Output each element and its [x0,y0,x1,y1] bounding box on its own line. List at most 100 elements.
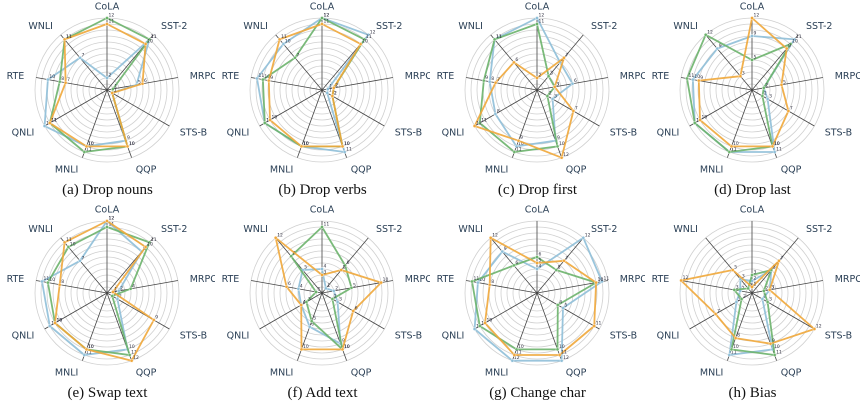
axis-label-qnli: QNLI [12,331,35,342]
data-point-orange [770,144,775,149]
data-value-label: 11 [596,321,602,327]
data-point-blue [320,267,324,271]
series-line-orange [680,259,816,345]
data-point-orange [571,109,576,113]
data-point-green [111,87,115,91]
data-value-label: 11 [731,147,737,153]
series-line-green [290,226,353,351]
data-point-orange [594,280,598,285]
data-value-label: 11 [346,147,352,153]
radar-chart: CoLASST-2MRPCSTS-BQQPMNLIQNLIRTEWNLI2532… [652,205,860,379]
data-point-blue [760,297,765,301]
data-value-label: 11 [281,34,287,40]
data-value-label: 7 [82,255,85,261]
series-line-orange [54,220,155,362]
data-point-orange [767,288,772,292]
data-point-green [320,16,324,20]
panel-caption: (g) Change char [489,385,586,401]
data-value-label: 7 [790,106,793,112]
data-value-label: 10 [88,141,94,147]
data-point-green [514,347,519,352]
data-point-orange [472,124,477,128]
data-point-orange [697,78,701,83]
data-value-label: 10 [559,141,565,147]
data-value-label: 3 [554,94,557,100]
data-value-label: 7 [297,52,300,58]
data-point-green [263,121,267,125]
data-value-label: 2 [334,294,337,300]
data-value-label: 11 [131,350,137,356]
data-point-blue [487,79,492,84]
data-value-label: 10 [694,74,700,80]
axis-label-mrpc: MRPC [835,274,860,285]
data-value-label: 2 [764,91,767,97]
data-point-blue [691,77,695,82]
data-value-label: 10 [88,141,94,147]
data-point-orange [299,303,303,307]
data-point-orange [62,240,67,245]
data-value-label: 6 [539,252,542,258]
data-point-blue [307,325,312,329]
data-value-label: 5 [353,282,356,288]
panel-caption: (f) Add text [287,385,358,401]
radar-panel: CoLA SST-2 MRPC STS-B QQP MNLI QNLI RTE WNLI 4 12 1… [430,203,645,406]
data-point-blue [255,76,259,81]
data-value-label: 9 [772,338,775,344]
data-point-green [309,319,314,323]
axis-spoke [705,237,753,294]
data-point-green [703,33,708,37]
data-point-orange [105,22,109,26]
data-point-orange [512,353,517,357]
data-point-green [127,353,132,357]
radar-chart: CoLASST-2MRPCSTS-BQQPMNLIQNLIRTEWNLI4121… [437,205,645,379]
data-value-label: 10 [303,141,309,147]
axis-spoke [275,237,323,294]
data-value-label: 12 [370,29,376,35]
axis-label-qqp: QQP [781,367,802,378]
data-value-label: 11 [516,147,522,153]
series-line-orange [697,17,790,148]
data-point-orange [552,85,557,89]
data-value-label: 1 [318,287,321,293]
data-point-green [739,297,744,301]
data-value-label: 12 [492,232,498,238]
axis-label-sst-2: SST-2 [591,21,617,32]
data-point-orange [535,261,539,265]
data-point-green [750,273,754,277]
data-point-orange [330,94,335,98]
axis-label-qqp: QQP [781,164,802,175]
data-value-label: 4 [559,300,562,306]
data-point-orange [730,268,735,272]
data-value-label: 10 [129,141,135,147]
data-point-blue [715,46,720,51]
data-point-blue [48,324,52,328]
axis-label-mnli: MNLI [55,367,78,378]
data-value-label: 10 [383,277,389,283]
data-value-label: 10 [57,318,63,324]
data-point-green [772,353,777,357]
data-point-green [765,300,770,304]
data-value-label: 3 [550,71,553,77]
data-value-label: 11 [51,118,57,124]
data-value-label: 5 [313,316,316,322]
data-value-label: 2 [765,82,768,88]
data-point-orange [786,109,791,113]
data-value-label: 11 [604,276,610,282]
data-point-orange [738,74,743,78]
data-value-label: 9 [342,338,345,344]
data-point-green [555,144,560,149]
data-point-green [330,297,335,301]
data-value-label: 10 [559,344,565,350]
data-value-label: 10 [518,344,524,350]
data-point-orange [273,236,278,240]
axis-label-qnli: QNLI [227,331,250,342]
data-point-green [304,300,309,304]
data-value-label: 3 [339,297,342,303]
data-point-green [57,79,62,84]
data-value-label: 7 [67,77,70,83]
data-point-orange [562,259,566,263]
data-value-label: 10 [57,318,63,324]
data-point-green [545,94,550,98]
data-point-orange [779,83,784,87]
data-point-orange [729,144,734,149]
